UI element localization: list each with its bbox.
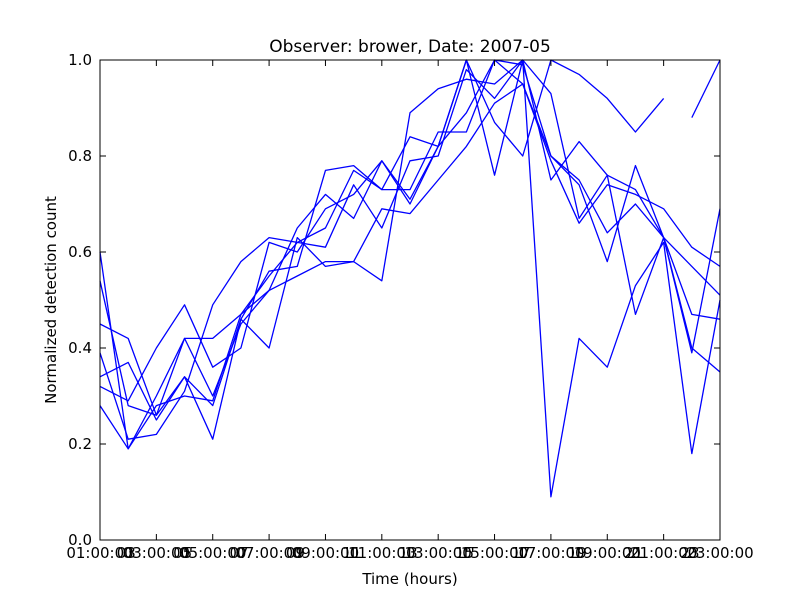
- x-tick-label: 03:00:00: [123, 544, 190, 562]
- y-tick-label: 0.0: [68, 531, 92, 549]
- y-tick-label: 0.6: [68, 243, 92, 261]
- x-tick-label-overlap: 21: [624, 544, 643, 562]
- y-tick-label: 0.8: [68, 147, 92, 165]
- x-tick-label: 13:00:00: [404, 544, 471, 562]
- x-tick-label-overlap: 19: [568, 544, 587, 562]
- x-tick-label-overlap: 17: [511, 544, 530, 562]
- y-axis-ticks: 0.0 0.2 0.4 0.6 0.8 1.0: [68, 51, 720, 549]
- x-tick-label: 09:00:00: [292, 544, 359, 562]
- plot-frame: [99, 59, 721, 541]
- x-tick-label: 07:00:00: [235, 544, 302, 562]
- series-line-5: [99, 59, 721, 498]
- x-tick-label-overlap: 23: [680, 544, 699, 562]
- series-line-1: [99, 59, 721, 450]
- x-tick-label-overlap: 09: [286, 544, 305, 562]
- x-tick-label-overlap: 05: [173, 544, 192, 562]
- x-tick-label-overlap: 07: [229, 544, 248, 562]
- x-tick-label-overlap: 13: [399, 544, 418, 562]
- x-tick-label-overlap: 15: [455, 544, 474, 562]
- series-line-4: [99, 59, 721, 440]
- series-line-7: [99, 83, 721, 450]
- y-tick-label: 0.4: [68, 339, 92, 357]
- series-group: [99, 59, 721, 498]
- series-line-8: [691, 59, 721, 118]
- x-axis-label: Time (hours): [361, 570, 457, 588]
- x-tick-label: 01:00:00: [66, 544, 133, 562]
- x-tick-label: 23:00:00: [686, 544, 753, 562]
- series-line-6: [99, 59, 721, 402]
- x-tick-label: 17:00:00: [517, 544, 584, 562]
- x-tick-label: 19:00:00: [574, 544, 641, 562]
- chart-title: Observer: brower, Date: 2007-05: [269, 37, 551, 57]
- series-line-3: [99, 59, 665, 416]
- y-axis-label: Normalized detection count: [42, 196, 60, 404]
- series-line-2: [99, 59, 721, 416]
- x-tick-label-overlap: 11: [342, 544, 361, 562]
- x-axis-ticks: 01:00:0003:00:0005:00:0007:00:0009:00:00…: [66, 60, 754, 562]
- x-tick-label-overlap: 03: [117, 544, 136, 562]
- y-tick-label: 0.2: [68, 435, 92, 453]
- x-tick-label: 21:00:00: [630, 544, 697, 562]
- x-tick-label: 15:00:00: [461, 544, 528, 562]
- x-tick-label: 05:00:00: [179, 544, 246, 562]
- x-tick-label: 11:00:00: [348, 544, 415, 562]
- y-tick-label: 1.0: [68, 51, 92, 69]
